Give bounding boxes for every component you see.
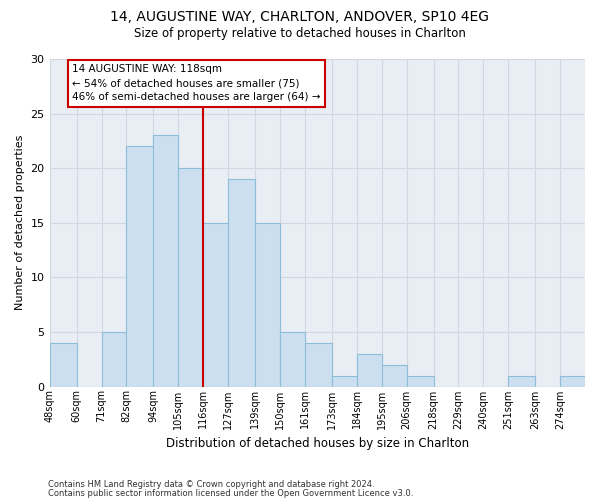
Bar <box>228 179 255 386</box>
Bar <box>50 343 77 386</box>
Bar <box>305 343 332 386</box>
Bar <box>127 146 154 386</box>
Y-axis label: Number of detached properties: Number of detached properties <box>15 135 25 310</box>
Text: 14, AUGUSTINE WAY, CHARLTON, ANDOVER, SP10 4EG: 14, AUGUSTINE WAY, CHARLTON, ANDOVER, SP… <box>110 10 490 24</box>
Text: Contains public sector information licensed under the Open Government Licence v3: Contains public sector information licen… <box>48 488 413 498</box>
Bar <box>508 376 535 386</box>
Bar <box>280 332 305 386</box>
Bar <box>560 376 585 386</box>
Text: Size of property relative to detached houses in Charlton: Size of property relative to detached ho… <box>134 28 466 40</box>
Bar <box>357 354 382 386</box>
Bar <box>154 136 178 386</box>
Bar <box>407 376 434 386</box>
Text: Contains HM Land Registry data © Crown copyright and database right 2024.: Contains HM Land Registry data © Crown c… <box>48 480 374 489</box>
Bar <box>101 332 127 386</box>
Bar <box>178 168 203 386</box>
Bar <box>255 223 280 386</box>
X-axis label: Distribution of detached houses by size in Charlton: Distribution of detached houses by size … <box>166 437 469 450</box>
Bar <box>332 376 357 386</box>
Text: 14 AUGUSTINE WAY: 118sqm
← 54% of detached houses are smaller (75)
46% of semi-d: 14 AUGUSTINE WAY: 118sqm ← 54% of detach… <box>72 64 320 102</box>
Bar <box>382 364 407 386</box>
Bar <box>203 223 228 386</box>
